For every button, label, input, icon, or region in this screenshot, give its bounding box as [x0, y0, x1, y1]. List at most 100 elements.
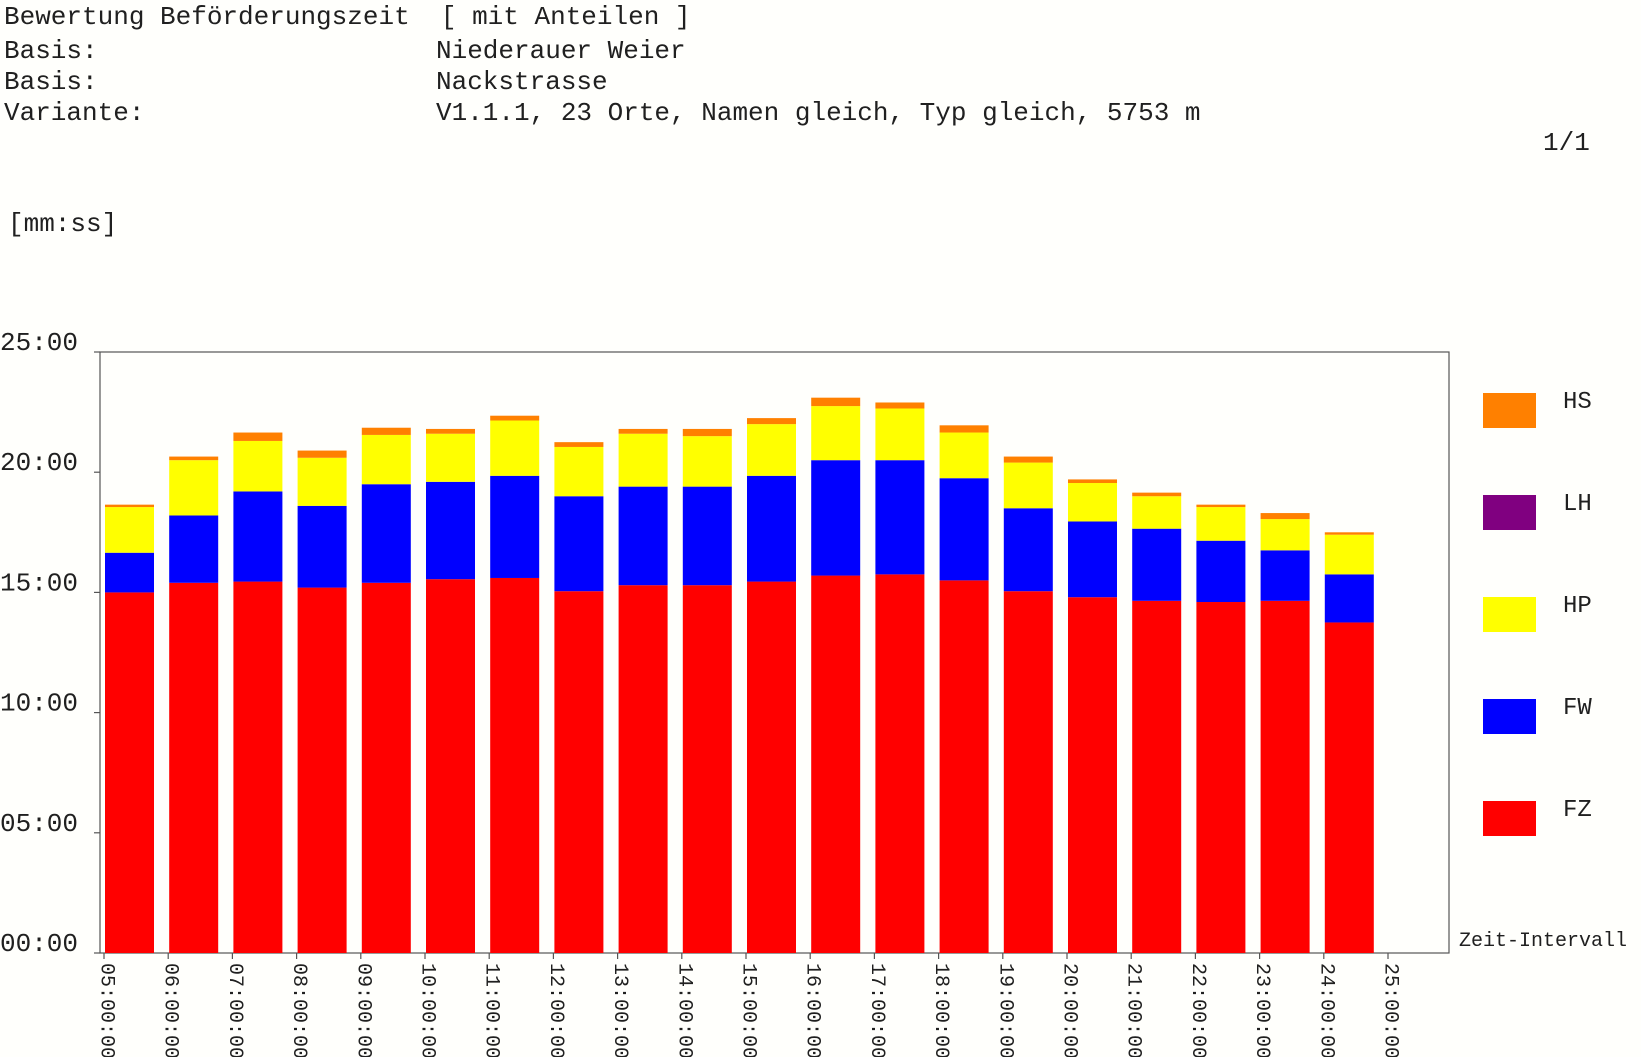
- bar-segment-fz: [1196, 602, 1246, 953]
- legend-swatch-lh: [1483, 495, 1536, 530]
- bar-segment-hp: [811, 406, 861, 461]
- bar-segment-fz: [297, 587, 347, 953]
- x-tick-label: 07:00:00: [223, 963, 246, 1057]
- x-tick-label: 10:00:00: [416, 963, 439, 1057]
- bar-segment-fw: [939, 478, 989, 581]
- y-tick-label: 10:00: [0, 689, 78, 719]
- bar-segment-fw: [747, 475, 796, 582]
- bar-segment-fw: [1324, 574, 1374, 623]
- basis-value-2: Nackstrasse: [436, 67, 608, 97]
- x-axis-label: Zeit-Intervall: [1459, 930, 1627, 953]
- x-tick-label: 17:00:00: [865, 963, 888, 1057]
- bar-segment-hs: [939, 425, 989, 433]
- bar-segment-fz: [875, 574, 925, 953]
- y-tick-label: 00:00: [0, 929, 78, 959]
- bar-segment-fw: [105, 552, 154, 593]
- bar-segment-fz: [1260, 600, 1310, 953]
- bar-segment-hs: [297, 450, 347, 458]
- bar-segment-hs: [490, 415, 540, 421]
- bar-segment-hs: [169, 456, 219, 461]
- bar-segment-hp: [939, 432, 989, 479]
- bar-segment-fw: [875, 460, 925, 575]
- bar-segment-fz: [747, 581, 796, 953]
- bar-segment-hs: [682, 428, 732, 437]
- x-tick-label: 09:00:00: [351, 963, 374, 1057]
- bar-segment-hp: [682, 436, 732, 487]
- x-tick-label: 19:00:00: [993, 963, 1016, 1057]
- bar-segment-fz: [361, 582, 411, 953]
- x-tick-label: 23:00:00: [1250, 963, 1273, 1057]
- bar-segment-fz: [939, 580, 989, 953]
- bar-segment-fz: [426, 579, 475, 953]
- legend-label-fw: FW: [1563, 695, 1592, 722]
- bar-segment-hs: [554, 442, 604, 447]
- bar-segment-hp: [361, 434, 411, 485]
- bar-segment-fw: [169, 515, 219, 583]
- bar-segment-fw: [361, 484, 411, 583]
- bar-segment-fw: [233, 491, 283, 582]
- bar-segment-fw: [490, 475, 540, 578]
- bar-segment-fz: [618, 585, 668, 953]
- bar-segment-hp: [1260, 519, 1310, 551]
- x-tick-label: 05:00:00: [95, 963, 118, 1057]
- bar-segment-hs: [1324, 532, 1374, 535]
- bar-segment-fz: [1132, 600, 1182, 953]
- bar-segment-hs: [426, 428, 475, 434]
- bar-segment-fw: [1196, 540, 1246, 603]
- bar-segment-hs: [875, 402, 925, 409]
- bar-segment-fw: [554, 496, 604, 592]
- bar-segment-fz: [233, 581, 283, 953]
- bar-segment-fw: [1068, 521, 1117, 598]
- x-tick-label: 12:00:00: [544, 963, 567, 1057]
- variant-label: Variante:: [4, 98, 145, 128]
- bar-segment-fz: [169, 582, 219, 953]
- y-tick-label: 20:00: [0, 448, 78, 478]
- bar-segment-fz: [682, 585, 732, 953]
- x-tick-label: 15:00:00: [737, 963, 760, 1057]
- bar-segment-hp: [105, 507, 154, 553]
- bar-segment-hp: [1196, 507, 1246, 541]
- bar-segment-hp: [1003, 462, 1053, 509]
- bar-segment-hs: [1196, 504, 1246, 508]
- x-tick-label: 11:00:00: [480, 963, 503, 1057]
- x-tick-label: 06:00:00: [159, 963, 182, 1057]
- bar-segment-hp: [169, 460, 219, 516]
- bar-segment-hp: [1132, 496, 1182, 529]
- bar-segment-fw: [618, 486, 668, 586]
- x-tick-label: 21:00:00: [1122, 963, 1145, 1057]
- bar-segment-hs: [361, 427, 411, 435]
- bar-segment-hs: [1260, 513, 1310, 520]
- basis-value-1: Niederauer Weier: [436, 36, 686, 66]
- bar-segment-fz: [490, 577, 540, 953]
- basis-label-2: Basis:: [4, 67, 98, 97]
- bar-segment-hs: [811, 397, 861, 407]
- bar-segment-hp: [490, 420, 540, 476]
- bar-segment-fw: [682, 486, 732, 586]
- variant-value: V1.1.1, 23 Orte, Namen gleich, Typ gleic…: [436, 98, 1201, 128]
- x-tick-label: 25:00:00: [1379, 963, 1402, 1057]
- bar-segment-fw: [811, 460, 861, 576]
- legend-label-fz: FZ: [1563, 797, 1592, 824]
- bar-segment-hp: [1324, 534, 1374, 575]
- bar-segment-hs: [747, 418, 796, 425]
- x-tick-label: 20:00:00: [1058, 963, 1081, 1057]
- bar-segment-fw: [1260, 550, 1310, 601]
- bar-segment-hs: [1068, 479, 1117, 484]
- y-tick-label: 25:00: [0, 328, 78, 358]
- bar-segment-hp: [875, 408, 925, 461]
- y-unit-label: [mm:ss]: [8, 209, 118, 239]
- bar-segment-fz: [105, 592, 154, 953]
- bar-segment-fz: [1003, 591, 1053, 953]
- bar-segment-fz: [1068, 597, 1117, 953]
- x-tick-label: 22:00:00: [1186, 963, 1209, 1057]
- chart-title: Bewertung Beförderungszeit [ mit Anteile…: [4, 2, 691, 32]
- bar-segment-hp: [747, 424, 796, 476]
- bar-segment-hp: [554, 446, 604, 497]
- legend-label-hs: HS: [1563, 389, 1592, 416]
- x-tick-label: 08:00:00: [287, 963, 310, 1057]
- bar-segment-hp: [233, 440, 283, 492]
- legend-label-lh: LH: [1563, 491, 1592, 518]
- bar-segment-hs: [1132, 492, 1182, 497]
- basis-label-1: Basis:: [4, 36, 98, 66]
